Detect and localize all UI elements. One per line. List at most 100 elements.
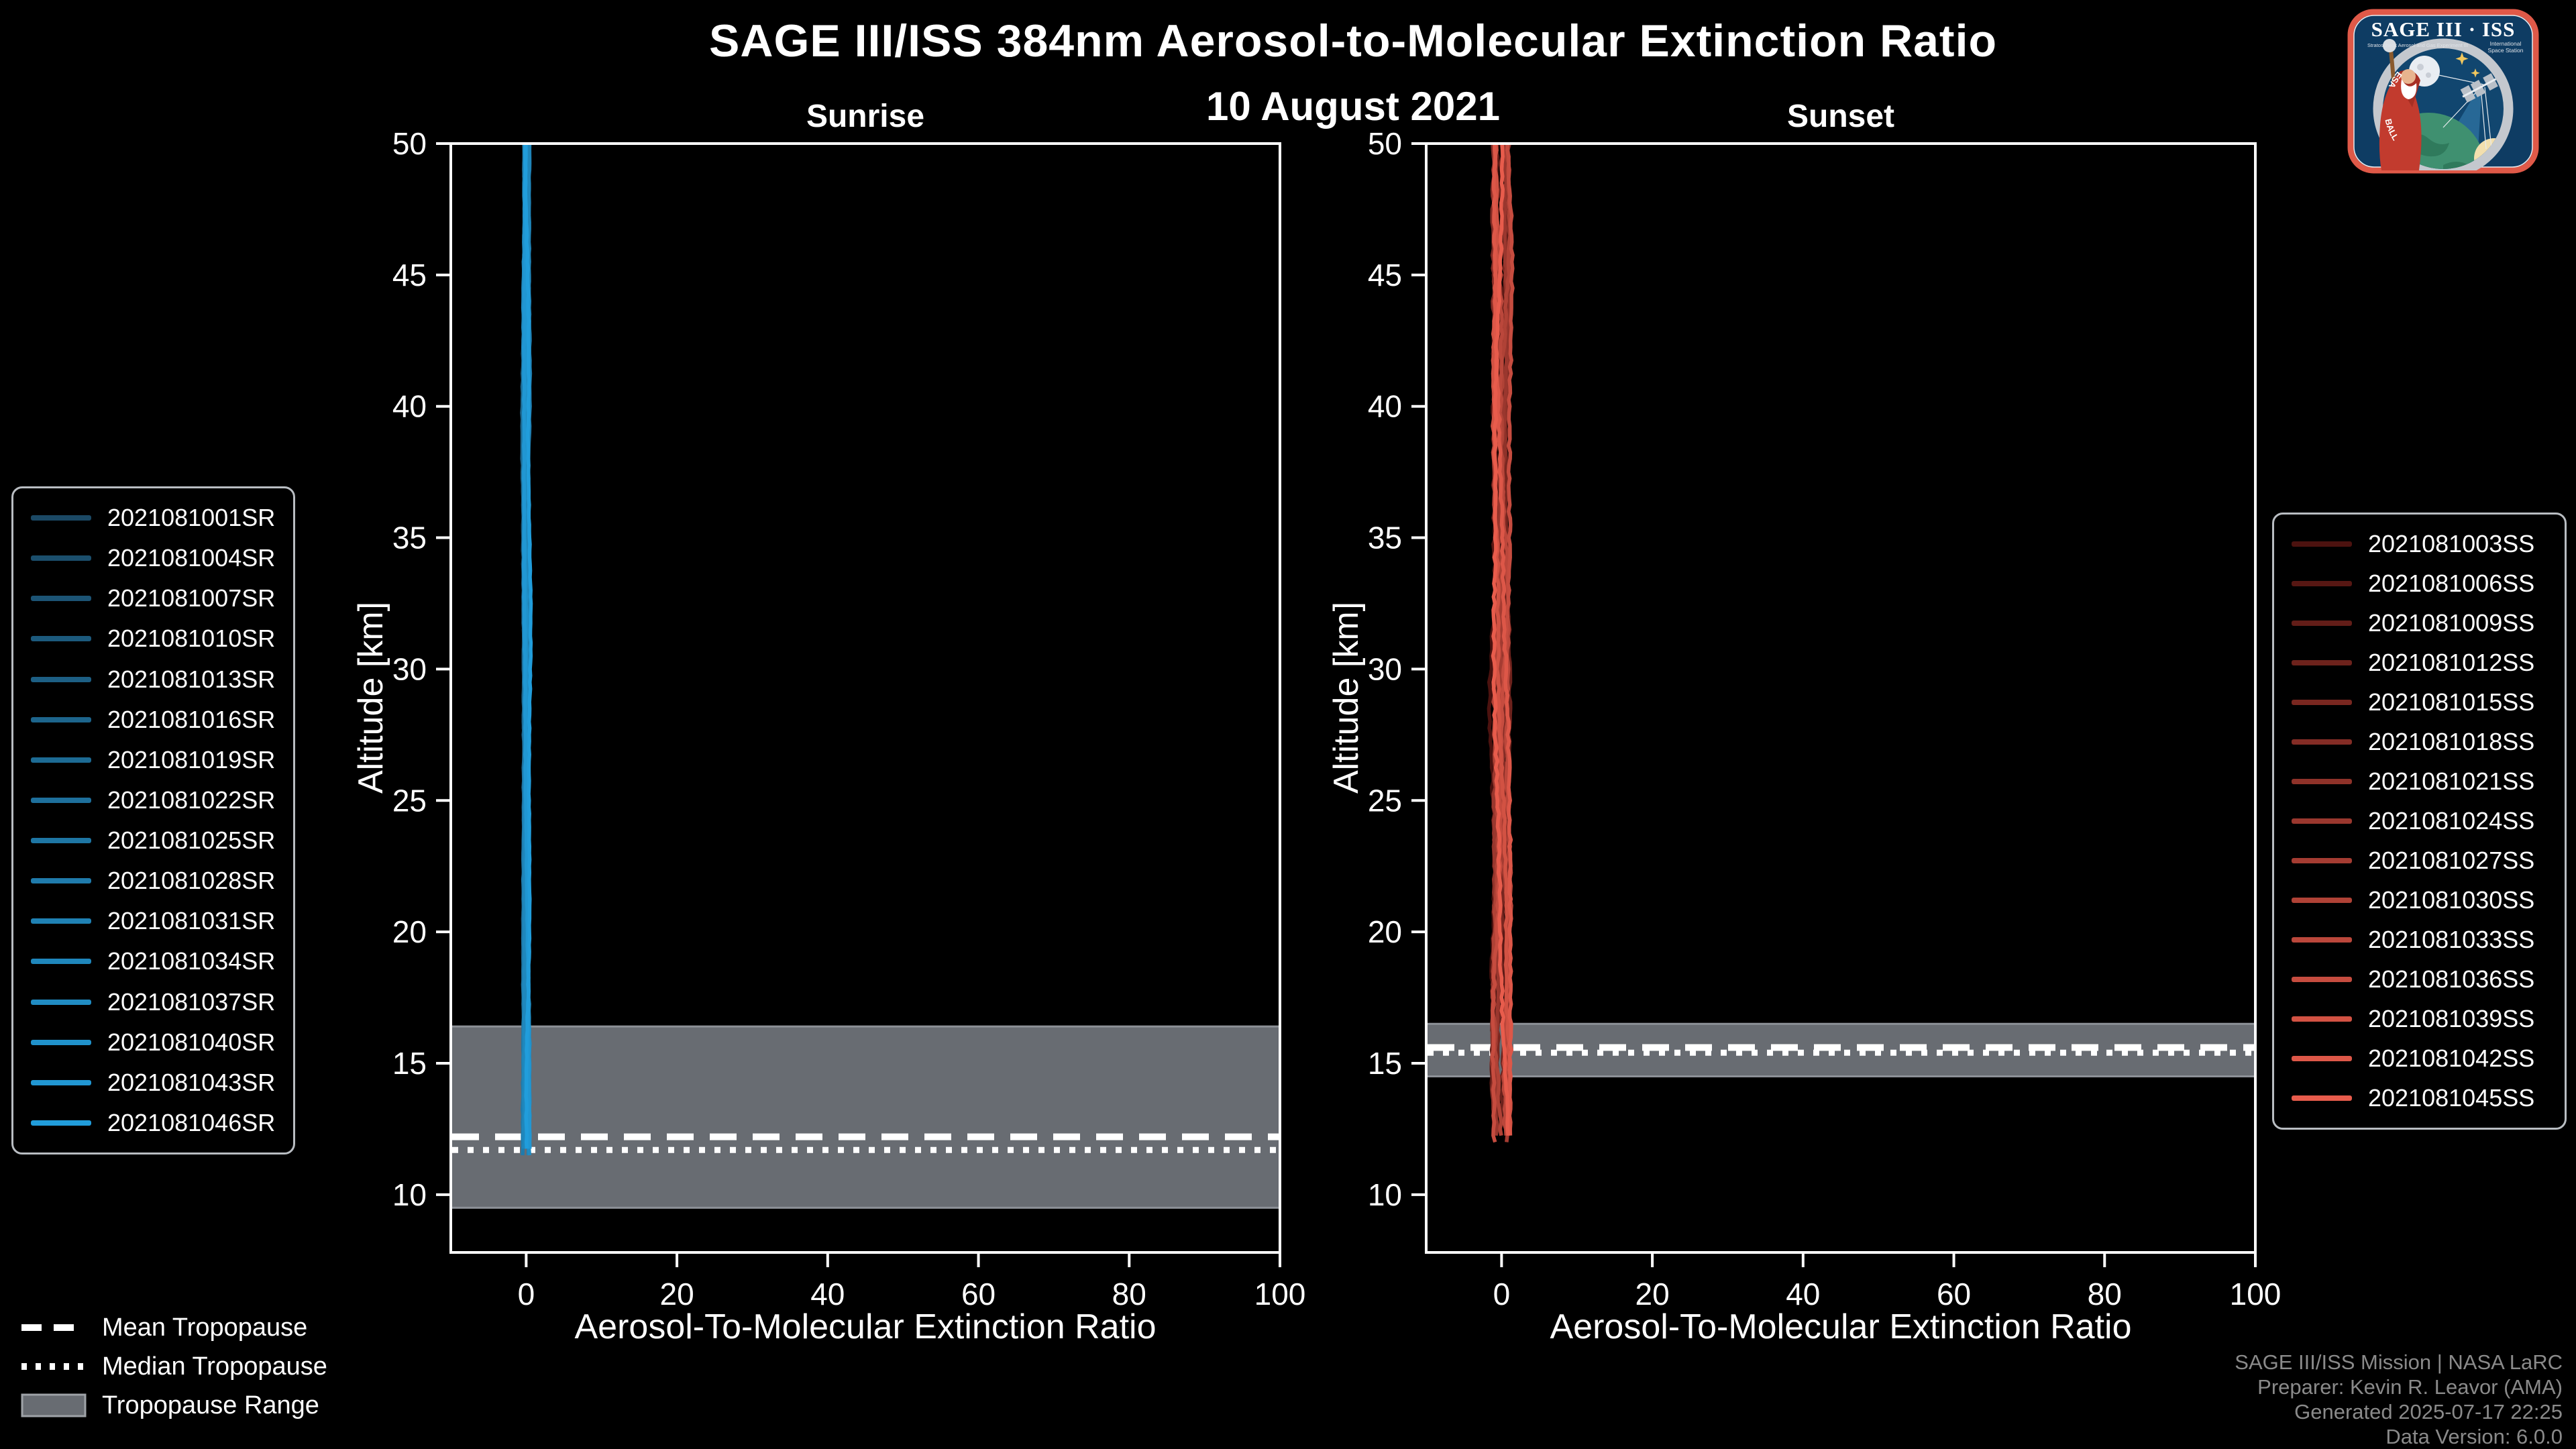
- mean-tropopause-label: Mean Tropopause: [102, 1313, 308, 1342]
- legend-item-label: 2021081003SS: [2368, 529, 2535, 557]
- x-tick-label: 20: [1635, 1277, 1670, 1311]
- patch-figure: [2379, 39, 2422, 170]
- legend-line-swatch: [2292, 541, 2352, 547]
- axes-frame: [449, 142, 1281, 1254]
- legend-line-swatch: [31, 838, 91, 844]
- legend-item: 2021081022SR: [13, 786, 293, 814]
- legend-item: 2021081010SR: [13, 625, 293, 653]
- tropopause-range-label: Tropopause Range: [102, 1391, 319, 1419]
- x-tick-label: 60: [961, 1277, 996, 1311]
- patch-subtitle-right1: International: [2490, 40, 2522, 47]
- x-tick-label: 20: [660, 1277, 694, 1311]
- legend-line-swatch: [2292, 1095, 2352, 1102]
- legend-line-swatch: [31, 918, 91, 924]
- legend-item-label: 2021081006SS: [2368, 569, 2535, 597]
- legend-line-swatch: [2292, 580, 2352, 586]
- y-tick-label: 10: [1368, 1177, 1402, 1212]
- x-tick-label: 60: [1937, 1277, 1971, 1311]
- attribution-generated: Generated 2025-07-17 22:25: [2294, 1400, 2563, 1424]
- sunset-event-legend: 2021081003SS 2021081006SS 2021081009SS 2021…: [2272, 513, 2567, 1130]
- attribution-mission: SAGE III/ISS Mission | NASA LaRC: [2235, 1350, 2563, 1374]
- legend-line-swatch: [31, 676, 91, 682]
- tropopause-range-legend-item: Tropopause Range: [20, 1386, 327, 1425]
- legend-item: 2021081027SS: [2274, 847, 2565, 875]
- legend-item-label: 2021081034SR: [107, 947, 276, 975]
- y-tick-label: 40: [392, 389, 427, 424]
- legend-item: 2021081006SS: [2274, 570, 2565, 598]
- legend-line-swatch: [31, 1039, 91, 1045]
- legend-line-swatch: [31, 797, 91, 803]
- legend-item-label: 2021081007SR: [107, 584, 276, 612]
- y-tick-label: 35: [1368, 521, 1402, 555]
- legend-item: 2021081018SS: [2274, 728, 2565, 756]
- sunrise-plot: 10 15 20 25 30 35 40 45 50 0 20 40 60 80 100: [392, 126, 1306, 1311]
- profile-line-2021081045SS: [1491, 143, 1511, 1136]
- patch-title: SAGE III · ISS: [2371, 17, 2516, 41]
- legend-item: 2021081016SR: [13, 706, 293, 734]
- legend-item-label: 2021081021SS: [2368, 767, 2535, 795]
- legend-item: 2021081040SR: [13, 1028, 293, 1057]
- patch-subtitle-left: Stratospheric Aerosol and Gas Experiment…: [2367, 42, 2468, 48]
- y-tick-label: 15: [392, 1046, 427, 1081]
- legend-item: 2021081004SR: [13, 544, 293, 572]
- legend-line-swatch: [31, 999, 91, 1005]
- legend-line-swatch: [2292, 739, 2352, 745]
- legend-item-label: 2021081028SR: [107, 867, 276, 895]
- profile-line-2021081046SR: [523, 143, 533, 1149]
- x-tick-label: 100: [1254, 1277, 1306, 1311]
- sunrise-xaxis-label: Aerosol-To-Molecular Extinction Ratio: [574, 1307, 1157, 1346]
- x-tick-label: 80: [2088, 1277, 2122, 1311]
- legend-line-swatch: [2292, 1056, 2352, 1062]
- attribution-preparer: Preparer: Kevin R. Leavor (AMA): [2257, 1375, 2563, 1399]
- legend-item-label: 2021081004SR: [107, 544, 276, 572]
- x-tick-label: 0: [518, 1277, 535, 1311]
- legend-item-label: 2021081030SS: [2368, 886, 2535, 914]
- sunset-panel-title: Sunset: [1786, 99, 1895, 134]
- legend-item-label: 2021081015SS: [2368, 688, 2535, 716]
- y-tick-label: 10: [392, 1177, 427, 1212]
- gray-band-swatch-icon: [21, 1393, 87, 1417]
- legend-item: 2021081046SR: [13, 1109, 293, 1137]
- legend-item: 2021081012SS: [2274, 649, 2565, 677]
- sunset-xaxis-label: Aerosol-To-Molecular Extinction Ratio: [1550, 1307, 2132, 1346]
- legend-line-swatch: [2292, 620, 2352, 626]
- legend-item: 2021081028SR: [13, 867, 293, 895]
- legend-line-swatch: [2292, 977, 2352, 983]
- legend-item-label: 2021081043SR: [107, 1068, 276, 1096]
- legend-item: 2021081013SR: [13, 665, 293, 694]
- y-tick-label: 25: [1368, 783, 1402, 818]
- legend-line-swatch: [2292, 659, 2352, 665]
- axes-frame: [1425, 142, 2257, 1254]
- median-tropopause-legend-item: Median Tropopause: [20, 1347, 327, 1386]
- legend-line-swatch: [31, 1079, 91, 1085]
- legend-item-label: 2021081042SS: [2368, 1044, 2535, 1073]
- x-tick-label: 100: [2230, 1277, 2282, 1311]
- legend-line-swatch: [31, 959, 91, 965]
- dashed-line-swatch-icon: [21, 1324, 86, 1331]
- patch-ring: [2373, 38, 2514, 170]
- legend-item-label: 2021081046SR: [107, 1108, 276, 1136]
- legend-item: 2021081015SS: [2274, 688, 2565, 716]
- legend-line-swatch: [2292, 1016, 2352, 1022]
- legend-line-swatch: [2292, 858, 2352, 864]
- page-title: SAGE III/ISS 384nm Aerosol-to-Molecular …: [708, 15, 1998, 66]
- legend-item: 2021081001SR: [13, 504, 293, 532]
- legend-item-label: 2021081027SS: [2368, 847, 2535, 875]
- y-tick-label: 30: [1368, 651, 1402, 686]
- legend-item: 2021081025SR: [13, 826, 293, 855]
- legend-item: 2021081034SR: [13, 947, 293, 975]
- sunset-yaxis-label: Altitude [km]: [1327, 601, 1366, 794]
- legend-item: 2021081042SS: [2274, 1044, 2565, 1073]
- x-tick-label: 0: [1493, 1277, 1511, 1311]
- legend-item-label: 2021081045SS: [2368, 1084, 2535, 1112]
- x-tick-label: 80: [1112, 1277, 1146, 1311]
- legend-item-label: 2021081031SR: [107, 907, 276, 935]
- legend-item: 2021081037SR: [13, 988, 293, 1016]
- legend-item-label: 2021081037SR: [107, 987, 276, 1016]
- legend-item-label: 2021081036SS: [2368, 965, 2535, 994]
- tropopause-legend: Mean Tropopause Median Tropopause Tropop…: [20, 1308, 327, 1425]
- legend-item: 2021081019SR: [13, 746, 293, 774]
- x-tick-label: 40: [1786, 1277, 1820, 1311]
